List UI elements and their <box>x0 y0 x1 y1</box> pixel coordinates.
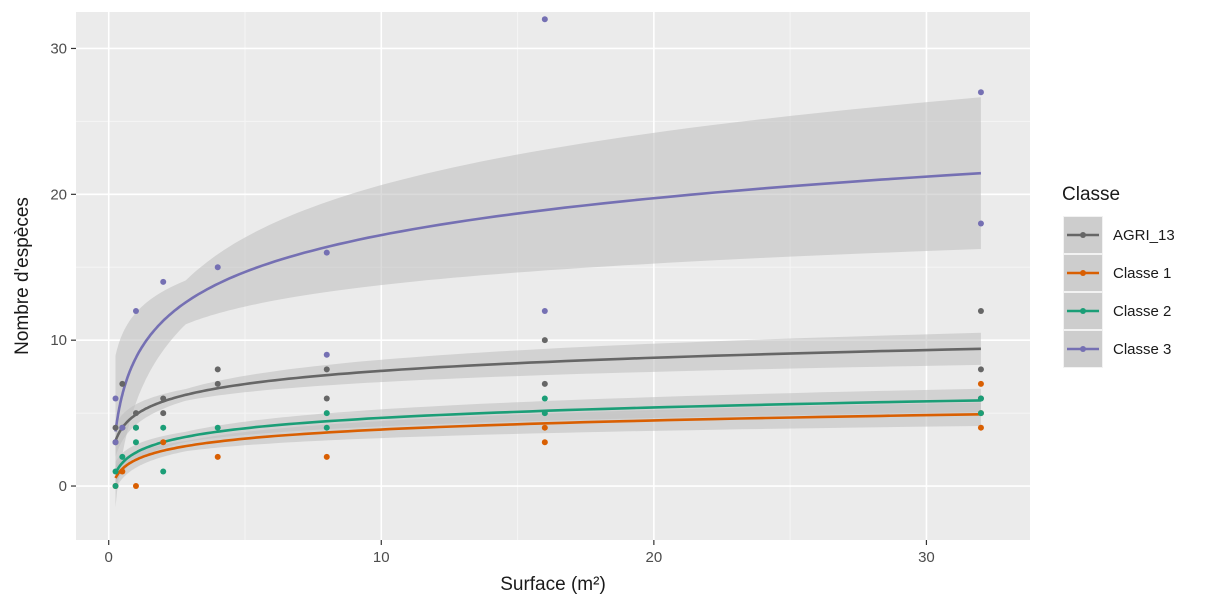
point-classe-1 <box>119 468 126 475</box>
point-classe-1 <box>977 380 984 387</box>
point-agri-13 <box>160 410 167 417</box>
point-classe-1 <box>160 439 167 446</box>
x-tick-label: 0 <box>105 549 113 566</box>
confidence-bands <box>115 97 981 508</box>
point-classe-1 <box>541 424 548 431</box>
point-agri-13 <box>160 395 167 402</box>
point-agri-13 <box>112 424 119 431</box>
point-agri-13 <box>541 337 548 344</box>
point-classe-3 <box>112 395 119 402</box>
band-classe-3 <box>115 97 981 508</box>
band-classe-2 <box>115 388 981 485</box>
point-agri-13 <box>214 380 221 387</box>
point-agri-13 <box>214 366 221 373</box>
legend-key-point <box>1080 308 1086 314</box>
point-agri-13 <box>132 410 139 417</box>
legend-key-point <box>1080 270 1086 276</box>
y-tick-label: 30 <box>50 40 67 57</box>
band-agri-13 <box>115 332 981 457</box>
point-classe-2 <box>119 453 126 460</box>
point-classe-3 <box>323 351 330 358</box>
y-tick-label: 0 <box>59 478 67 495</box>
legend-label-classe-3: Classe 3 <box>1113 341 1171 358</box>
point-classe-2 <box>214 424 221 431</box>
legend: Classe AGRI_13 Classe 1 Classe 2 Classe 3 <box>1062 184 1175 368</box>
legend-title: Classe <box>1062 184 1120 205</box>
point-agri-13 <box>119 380 126 387</box>
y-axis-title: Nombre d'espèces <box>12 197 33 355</box>
point-classe-2 <box>132 424 139 431</box>
point-classe-1 <box>132 483 139 490</box>
point-classe-2 <box>132 439 139 446</box>
point-classe-2 <box>160 424 167 431</box>
point-classe-2 <box>977 395 984 402</box>
legend-label-classe-1: Classe 1 <box>1113 265 1171 282</box>
point-classe-2 <box>112 483 119 490</box>
x-tick-label: 30 <box>918 549 935 566</box>
point-classe-2 <box>323 410 330 417</box>
fit-line-classe-1 <box>114 413 981 479</box>
point-classe-3 <box>541 308 548 315</box>
point-classe-3 <box>977 89 984 96</box>
point-classe-3 <box>160 278 167 285</box>
point-agri-13 <box>323 366 330 373</box>
fit-line-classe-2 <box>114 399 981 474</box>
point-classe-3 <box>214 264 221 271</box>
point-classe-1 <box>214 453 221 460</box>
point-classe-1 <box>323 453 330 460</box>
point-classe-2 <box>323 424 330 431</box>
point-classe-2 <box>160 468 167 475</box>
legend-key-point <box>1080 346 1086 352</box>
point-agri-13 <box>977 308 984 315</box>
point-classe-3 <box>541 16 548 23</box>
x-axis-title: Surface (m²) <box>500 574 606 595</box>
legend-label-classe-2: Classe 2 <box>1113 303 1171 320</box>
x-tick-label: 20 <box>646 549 663 566</box>
point-classe-1 <box>977 424 984 431</box>
point-classe-3 <box>977 220 984 227</box>
point-agri-13 <box>977 366 984 373</box>
point-agri-13 <box>541 380 548 387</box>
point-classe-2 <box>541 395 548 402</box>
data-points <box>112 16 984 490</box>
point-agri-13 <box>323 395 330 402</box>
point-classe-1 <box>541 439 548 446</box>
point-classe-2 <box>112 468 119 475</box>
legend-label-agri-13: AGRI_13 <box>1113 227 1175 244</box>
point-classe-3 <box>112 439 119 446</box>
y-tick-label: 10 <box>50 332 67 349</box>
y-tick-label: 20 <box>50 186 67 203</box>
point-classe-3 <box>119 424 126 431</box>
point-classe-2 <box>541 410 548 417</box>
point-classe-2 <box>977 410 984 417</box>
point-classe-3 <box>132 308 139 315</box>
axes: 0 10 20 30 0 10 20 30 <box>50 40 934 566</box>
x-tick-label: 10 <box>373 549 390 566</box>
legend-key-point <box>1080 232 1086 238</box>
fit-line-classe-3 <box>114 171 981 432</box>
point-classe-3 <box>323 249 330 256</box>
